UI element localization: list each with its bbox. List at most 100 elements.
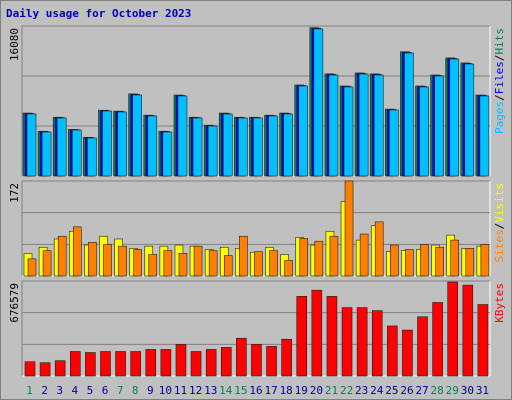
x-tick-label: 25 bbox=[385, 384, 398, 397]
bar bbox=[341, 307, 353, 377]
bar bbox=[371, 310, 383, 377]
bar bbox=[402, 329, 413, 377]
bar bbox=[100, 351, 111, 377]
x-tick-label: 19 bbox=[295, 384, 308, 397]
bar bbox=[39, 362, 51, 377]
x-tick-label: 31 bbox=[476, 384, 489, 397]
bar bbox=[432, 302, 443, 377]
x-tick-label: 28 bbox=[431, 384, 444, 397]
bar bbox=[329, 235, 339, 277]
legend-entry: KBytes bbox=[493, 283, 506, 323]
legend: Pages/Files/Hits bbox=[493, 28, 506, 134]
x-tick-label: 2 bbox=[41, 384, 48, 397]
bar bbox=[389, 109, 399, 177]
legend: KBytes bbox=[493, 283, 506, 323]
legend-entry: Pages bbox=[493, 101, 506, 134]
bar bbox=[148, 254, 158, 277]
bar bbox=[343, 86, 354, 177]
legend-entry: Sites bbox=[493, 229, 506, 262]
bar bbox=[103, 244, 112, 277]
bar bbox=[72, 226, 82, 277]
bar bbox=[193, 245, 203, 277]
bar bbox=[417, 316, 428, 377]
x-tick-label: 1 bbox=[26, 384, 33, 397]
x-tick-label: 26 bbox=[400, 384, 413, 397]
bar bbox=[69, 351, 81, 377]
bar bbox=[344, 180, 354, 277]
legend-entry: Visits bbox=[493, 183, 506, 223]
x-tick-label: 30 bbox=[461, 384, 474, 397]
legend-separator: / bbox=[493, 94, 506, 101]
bar bbox=[133, 249, 142, 277]
bar bbox=[311, 289, 323, 377]
bar bbox=[118, 245, 127, 277]
x-tick-label: 18 bbox=[280, 384, 293, 397]
bar bbox=[359, 233, 369, 277]
bar bbox=[269, 250, 278, 277]
bar bbox=[42, 250, 52, 277]
legend: Sites/Visits bbox=[493, 183, 506, 263]
bar bbox=[57, 235, 67, 277]
bar bbox=[205, 349, 217, 377]
bar bbox=[299, 238, 309, 277]
bar bbox=[283, 113, 293, 177]
bar bbox=[464, 63, 475, 177]
bar bbox=[449, 58, 460, 177]
bar bbox=[480, 244, 490, 277]
bar bbox=[313, 28, 324, 177]
bar bbox=[284, 260, 293, 277]
x-tick-label: 6 bbox=[102, 384, 109, 397]
bar bbox=[117, 111, 127, 177]
bar bbox=[266, 346, 277, 377]
legend-separator: / bbox=[493, 223, 506, 230]
x-tick-label: 17 bbox=[264, 384, 277, 397]
x-tick-label: 23 bbox=[355, 384, 368, 397]
bar bbox=[177, 95, 188, 177]
bar bbox=[251, 344, 262, 377]
bar bbox=[281, 338, 292, 377]
x-tick-label: 9 bbox=[147, 384, 154, 397]
bar bbox=[163, 250, 173, 277]
bar bbox=[447, 281, 459, 377]
bar bbox=[115, 351, 126, 377]
x-tick-label: 11 bbox=[174, 384, 187, 397]
bar bbox=[147, 115, 158, 177]
legend-entry: Hits bbox=[493, 28, 506, 55]
x-tick-label: 13 bbox=[204, 384, 217, 397]
bar bbox=[296, 296, 308, 377]
y-tick-label: 172 bbox=[8, 183, 21, 203]
bar bbox=[54, 360, 66, 377]
bar bbox=[477, 304, 489, 377]
y-tick-label: 16080 bbox=[8, 28, 21, 61]
x-tick-label: 12 bbox=[189, 384, 202, 397]
bar bbox=[373, 74, 384, 177]
bar bbox=[71, 129, 82, 177]
bar bbox=[236, 337, 247, 377]
x-tick-label: 22 bbox=[340, 384, 353, 397]
bar bbox=[404, 52, 414, 177]
legend-separator: / bbox=[493, 55, 506, 62]
bar bbox=[268, 115, 278, 177]
x-tick-label: 21 bbox=[325, 384, 338, 397]
bar bbox=[223, 255, 233, 277]
bar bbox=[435, 246, 444, 277]
bar bbox=[26, 113, 37, 177]
bar bbox=[208, 250, 218, 277]
bar bbox=[253, 117, 263, 177]
bar bbox=[465, 248, 475, 277]
x-tick-label: 8 bbox=[132, 384, 139, 397]
bar bbox=[314, 240, 324, 277]
bar bbox=[56, 117, 67, 177]
bar bbox=[374, 221, 384, 277]
bar bbox=[190, 351, 202, 377]
bar bbox=[326, 296, 338, 377]
bar bbox=[162, 131, 173, 177]
x-tick-label: 7 bbox=[117, 384, 124, 397]
bar bbox=[102, 110, 112, 177]
bar bbox=[192, 117, 203, 177]
x-tick-label: 27 bbox=[415, 384, 428, 397]
bar bbox=[132, 94, 142, 177]
chart-title: Daily usage for October 2023 bbox=[6, 7, 191, 20]
